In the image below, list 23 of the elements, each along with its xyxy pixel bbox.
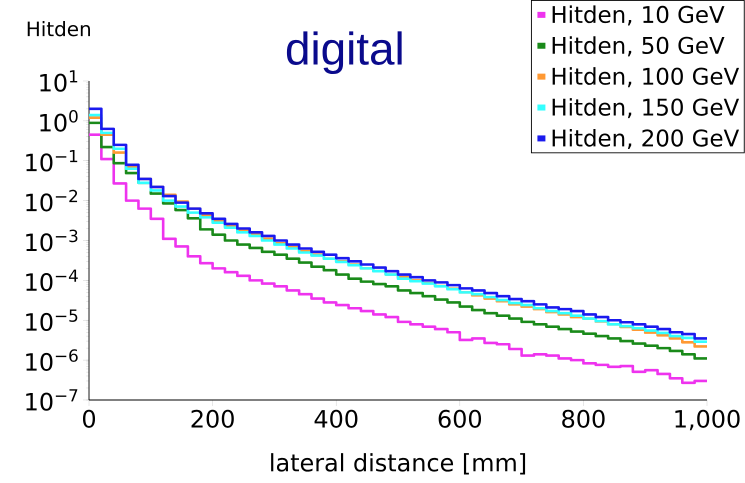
x-tick-label: 200 (192, 410, 234, 428)
x-tick-label: 0 (82, 410, 96, 428)
x-tick-label: 800 (562, 410, 605, 428)
legend-label: Hitden, 50 GeV (552, 36, 724, 56)
y-tick-label: 10$^{−4}$ (26, 270, 78, 292)
y-tick-label: 10$^{−5}$ (26, 309, 78, 332)
y-tick-label: 10$^{−7}$ (26, 389, 78, 411)
x-tick-label: 400 (314, 410, 358, 428)
y-tick-label: 10$^{−2}$ (26, 190, 78, 212)
chart-title: digital (286, 31, 402, 74)
y-tick-label: 10$^{0}$ (40, 110, 78, 132)
y-tick-label: 10$^{−6}$ (26, 349, 78, 371)
y-tick-label: 10$^{−1}$ (26, 150, 78, 172)
legend-label: Hitden, 200 GeV (552, 128, 740, 150)
legend-label: Hitden, 150 GeV (552, 98, 740, 118)
x-tick-label: 600 (438, 410, 482, 428)
y-tick-label: 10$^{−3}$ (26, 230, 78, 252)
x-tick-label: 1,000 (675, 410, 740, 430)
x-axis-title: lateral distance [mm] (271, 453, 526, 474)
y-tick-label: 10$^{1}$ (40, 70, 78, 92)
legend-label: Hitden, 100 GeV (552, 67, 740, 88)
legend-label: Hitden, 10 GeV (552, 5, 724, 26)
y-axis-title: Hitden (28, 20, 90, 36)
